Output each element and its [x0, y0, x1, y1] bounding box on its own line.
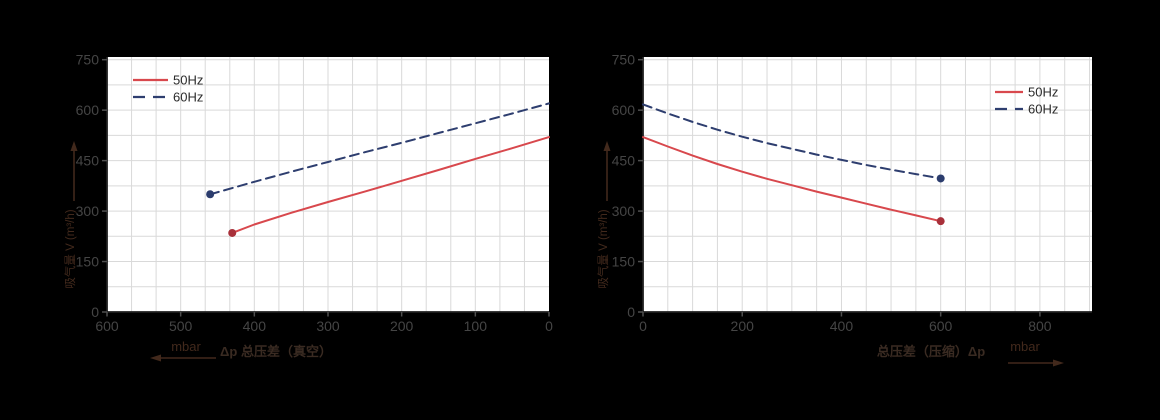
y-tick-label: 600 [612, 102, 636, 118]
legend-label-60Hz: 60Hz [173, 90, 203, 105]
series-50Hz-line [642, 136, 942, 223]
legend-label-50Hz: 50Hz [173, 73, 203, 88]
y-tick-label: 750 [76, 52, 100, 68]
vacuum-curve-chart: 600 500 400 300 200 100 0 0 150 300 450 600 750 50Hz 6… [63, 52, 553, 362]
y-tick-label: 0 [91, 304, 99, 320]
y-tick-label: 300 [612, 203, 636, 219]
x-tick-label: 600 [929, 318, 953, 334]
y-tick-label: 0 [627, 304, 635, 320]
y-axis-label: 吸气量 V (m³/h) [63, 209, 77, 288]
y-tick-label: 450 [612, 153, 636, 169]
plot-area [643, 57, 1092, 312]
x-axis-label: Δp 总压差（真空） [220, 344, 332, 359]
y-tick-label: 450 [76, 153, 100, 169]
series-50Hz-marker [936, 217, 945, 226]
y-axis-arrow-icon [603, 141, 611, 151]
series-60Hz-line [209, 102, 550, 196]
y-tick-label: 150 [76, 254, 100, 270]
x-tick-label: 500 [169, 318, 193, 334]
x-tick-label: 600 [95, 318, 119, 334]
arrow-right-icon [1053, 359, 1064, 367]
x-tick-label: 0 [545, 318, 553, 334]
x-tick-label: 0 [639, 318, 647, 334]
y-tick-label: 600 [76, 102, 100, 118]
x-axis-label: 总压差（压缩）Δp [877, 344, 985, 359]
compression-curve-chart: 0 200 400 600 800 0 150 300 450 600 750 50Hz 60Hz 吸气量… [580, 0, 1160, 420]
arrow-left-icon [150, 354, 161, 362]
series-60Hz-marker [936, 174, 945, 183]
legend-label-60Hz: 60Hz [1028, 102, 1058, 117]
series-60Hz-line [642, 103, 942, 180]
x-tick-label: 200 [390, 318, 414, 334]
series-60Hz-marker [206, 190, 215, 199]
compression-curve-svg: 0 200 400 600 800 0 150 300 450 600 750 50Hz 60Hz 吸气量… [596, 52, 1092, 367]
legend-label-50Hz: 50Hz [1028, 85, 1058, 100]
series-50Hz-marker [228, 228, 237, 237]
y-tick-label: 150 [612, 254, 636, 270]
y-tick-label: 300 [76, 203, 100, 219]
x-tick-label: 400 [830, 318, 854, 334]
y-axis-label: 吸气量 V (m³/h) [596, 209, 610, 288]
x-tick-label: 800 [1028, 318, 1052, 334]
x-tick-label: 100 [464, 318, 488, 334]
series-50Hz-line [231, 136, 550, 234]
x-unit-label: mbar [1010, 339, 1040, 354]
y-tick-label: 750 [612, 52, 636, 68]
x-tick-label: 400 [243, 318, 267, 334]
x-unit-label: mbar [171, 339, 201, 354]
vacuum-curve-svg: 600 500 400 300 200 100 0 0 150 300 450 600 750 50Hz 6… [63, 52, 553, 362]
x-tick-label: 300 [316, 318, 340, 334]
x-tick-label: 200 [731, 318, 755, 334]
y-axis-arrow-icon [70, 141, 78, 151]
